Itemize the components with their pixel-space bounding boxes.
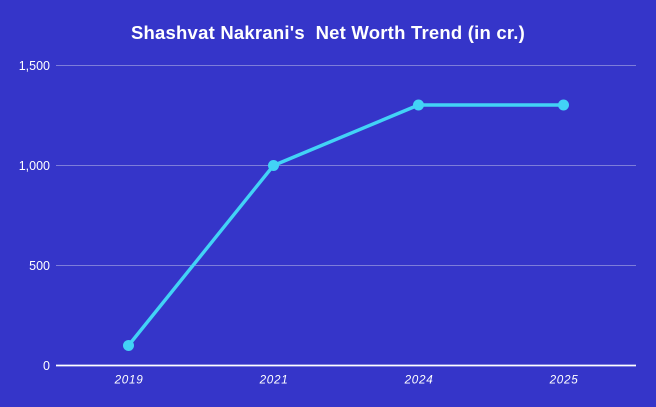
svg-text:1,500: 1,500 — [19, 59, 50, 73]
svg-text:2021: 2021 — [259, 374, 289, 387]
svg-text:2025: 2025 — [549, 374, 579, 387]
svg-text:2024: 2024 — [404, 374, 434, 387]
svg-text:0: 0 — [43, 359, 50, 373]
svg-text:1,000: 1,000 — [19, 159, 50, 173]
svg-text:Shashvat Nakrani's Net Worth: Shashvat Nakrani's Net Worth Trend (in c… — [131, 22, 525, 43]
svg-text:2019: 2019 — [114, 374, 144, 387]
svg-text:500: 500 — [29, 259, 50, 273]
